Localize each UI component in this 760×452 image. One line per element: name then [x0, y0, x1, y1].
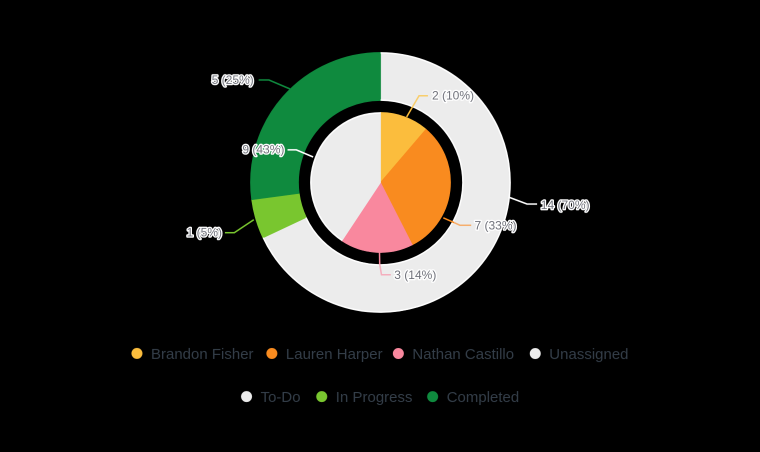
svg-text:Brandon Fisher: Brandon Fisher — [151, 346, 254, 363]
svg-text:7 (33%): 7 (33%) — [474, 219, 516, 233]
svg-text:Completed: Completed — [447, 389, 520, 406]
svg-text:9 (43%): 9 (43%) — [242, 142, 284, 156]
svg-text:3 (14%): 3 (14%) — [394, 268, 436, 282]
svg-text:Lauren Harper: Lauren Harper — [286, 346, 383, 363]
svg-text:In Progress: In Progress — [336, 389, 413, 406]
svg-text:Unassigned: Unassigned — [549, 346, 628, 363]
svg-text:1 (5%): 1 (5%) — [187, 225, 222, 239]
svg-text:Nathan Castillo: Nathan Castillo — [412, 346, 514, 363]
svg-text:14 (70%): 14 (70%) — [541, 198, 590, 212]
svg-text:To-Do: To-Do — [261, 389, 301, 406]
svg-text:5 (25%): 5 (25%) — [212, 73, 254, 87]
svg-text:2 (10%): 2 (10%) — [432, 89, 474, 103]
